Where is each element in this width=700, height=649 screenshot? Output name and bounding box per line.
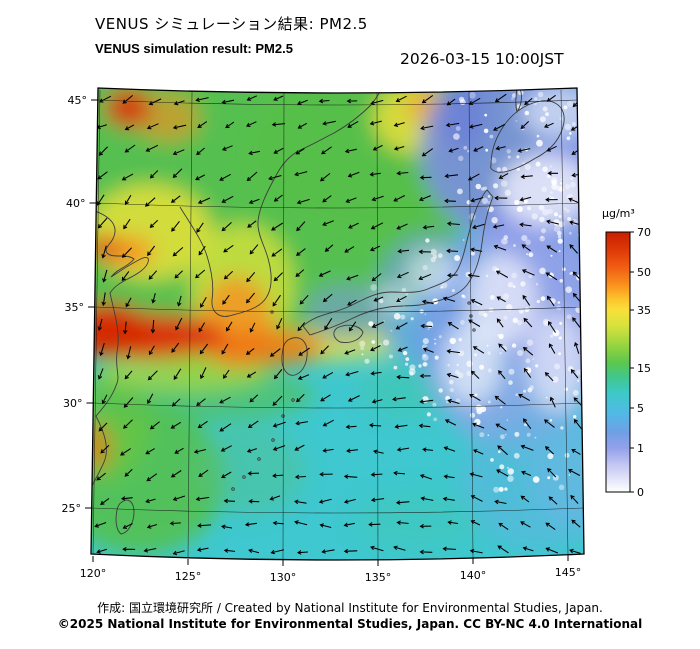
colorbar-label-15: 15 bbox=[637, 362, 651, 375]
coastline-kyushu bbox=[281, 337, 308, 376]
lon-label-140: 140° bbox=[460, 569, 487, 582]
lat-labels: 45° 40° 35° 30° 25° bbox=[62, 94, 88, 515]
colorbar: µg/m³ 70 50 35 15 5 1 0 bbox=[602, 207, 651, 499]
page-title-ja: VENUS シミュレーション結果: PM2.5 bbox=[95, 15, 368, 33]
lat-label-25: 25° bbox=[62, 502, 82, 515]
lat-label-45: 45° bbox=[68, 94, 88, 107]
timestamp: 2026-03-15 10:00JST bbox=[400, 50, 564, 68]
parallel-40 bbox=[96, 202, 579, 209]
lat-axis bbox=[85, 99, 98, 509]
map-panel bbox=[91, 88, 584, 560]
colorbar-label-5: 5 bbox=[637, 402, 644, 415]
map-frame bbox=[90, 87, 585, 561]
lon-label-145: 145° bbox=[555, 566, 582, 579]
meridian-125 bbox=[187, 91, 193, 560]
coastline-sakhalin bbox=[515, 88, 522, 114]
colorbar-gradient bbox=[605, 231, 631, 493]
parallel-45 bbox=[97, 99, 578, 106]
lat-label-30: 30° bbox=[63, 397, 83, 410]
coastline-honshu bbox=[302, 189, 494, 336]
lon-labels: 120° 125° 130° 135° 140° 145° bbox=[80, 566, 582, 584]
colorbar-label-50: 50 bbox=[637, 266, 651, 279]
parallel-35 bbox=[94, 306, 581, 313]
meridian-145 bbox=[560, 89, 569, 556]
colorbar-unit-label: µg/m³ bbox=[602, 207, 635, 220]
colorbar-ticks bbox=[630, 231, 634, 493]
colorbar-label-0: 0 bbox=[637, 486, 644, 499]
coastline-china bbox=[91, 209, 149, 490]
page-title-en: VENUS simulation result: PM2.5 bbox=[95, 41, 293, 56]
coastline-korea-primorye bbox=[179, 91, 381, 317]
colorbar-label-1: 1 bbox=[637, 442, 644, 455]
lon-label-130: 130° bbox=[270, 571, 297, 584]
graticule bbox=[91, 89, 584, 560]
meridian-135 bbox=[376, 92, 379, 560]
coastline-taiwan bbox=[115, 499, 135, 535]
colorbar-label-35: 35 bbox=[637, 304, 651, 317]
footer-license: ©2025 National Institute for Environment… bbox=[57, 617, 643, 631]
lon-label-120: 120° bbox=[80, 567, 107, 580]
lon-axis bbox=[92, 555, 569, 566]
meridian-130 bbox=[282, 92, 285, 560]
parallel-25 bbox=[91, 507, 584, 514]
lat-label-35: 35° bbox=[65, 301, 85, 314]
lat-label-40: 40° bbox=[66, 197, 86, 210]
parallel-30 bbox=[93, 402, 582, 409]
meridian-140 bbox=[468, 91, 474, 559]
coastline-shikoku bbox=[333, 324, 364, 343]
lon-label-135: 135° bbox=[365, 571, 392, 584]
coastlines bbox=[91, 88, 565, 535]
cloud-speckles bbox=[359, 90, 583, 493]
footer-credit: 作成: 国立環境研究所 / Created by National Instit… bbox=[97, 601, 603, 615]
lon-label-125: 125° bbox=[175, 570, 202, 583]
colorbar-label-70: 70 bbox=[637, 226, 651, 239]
meridian-120 bbox=[92, 89, 101, 557]
wind-arrows bbox=[94, 93, 583, 556]
